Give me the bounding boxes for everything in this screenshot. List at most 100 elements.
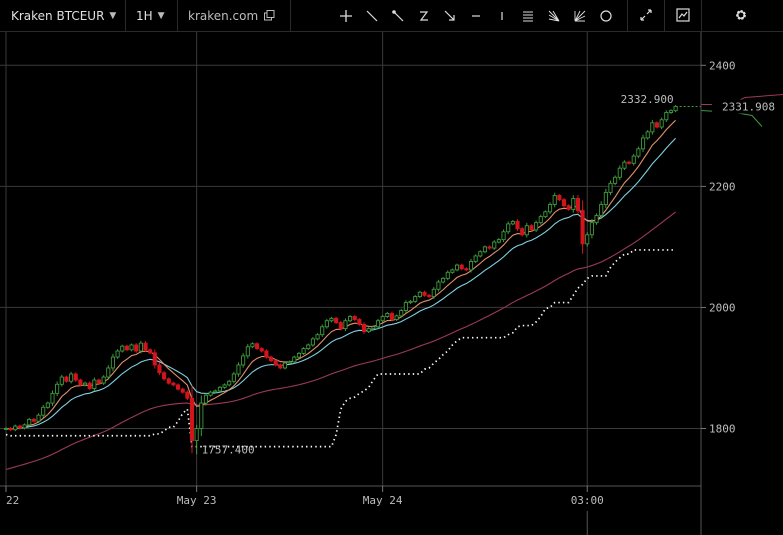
candle-up [213,390,218,393]
candle-up [455,264,460,271]
candle-up [385,313,390,317]
candle-up [450,269,455,273]
candle-up [315,334,320,340]
circle-tool[interactable] [596,6,616,26]
parallel-channel-icon [523,11,533,22]
fan-tool[interactable] [570,6,590,26]
time-axis[interactable]: y 22 May 23 May 24 03:00 [0,486,604,535]
candle-up [324,320,329,328]
candle-down [255,343,260,350]
candle-up [673,106,678,112]
candle-up [589,222,594,236]
candle-up [45,402,50,408]
candle-up [82,382,88,386]
price-chart[interactable]: 2331.908 2400 2200 2000 1800 y 22 May 23 May … [0,32,783,535]
trend-line-tool[interactable] [362,6,382,26]
candle-up [222,384,227,388]
pitchfork-icon [548,10,560,22]
candle-down [464,268,469,271]
candle-up [199,402,204,429]
candle-up [227,380,232,386]
candle-down [189,397,195,442]
candle-up [659,119,664,128]
candle-up [55,383,60,394]
settings-button[interactable] [731,5,751,25]
candle-up [645,131,650,139]
candle-down [124,345,129,351]
curve-tool[interactable] [414,6,434,26]
low-price-label: 1757.400 [202,443,255,456]
candle-up [371,326,376,330]
fullscreen-button[interactable] [636,5,656,25]
candle-down [259,348,264,352]
candle-up [375,320,381,328]
ema-long-line [5,211,676,471]
candle-down [557,194,562,201]
candle-down [566,205,571,210]
candle-up [320,326,325,336]
interval-selector[interactable]: 1H ▼ [125,0,177,31]
price-tick-label: 2200 [709,180,736,193]
candle-up [524,225,529,236]
vertical-line-tool[interactable] [492,6,512,26]
candle-down [487,246,492,249]
high-price-label: 2332.900 [621,93,674,106]
curve-icon [419,11,429,21]
chart-grid [0,32,701,486]
time-tick-label: May 23 [177,494,217,507]
interval-label: 1H [136,8,153,23]
candle-down [87,382,92,389]
circle-icon [600,10,612,22]
current-price-label: 2331.908 [722,101,775,114]
candle-up [664,112,669,121]
time-tick-label: y 22 [0,494,19,507]
candle-up [348,316,353,322]
candle-down [180,388,185,393]
candle-down [654,122,660,128]
candle-up [236,364,241,375]
candle-down [561,199,567,207]
symbol-selector[interactable]: Kraken BTCEUR ▼ [0,0,125,31]
indicators-button[interactable] [673,5,693,25]
candle-down [352,316,357,320]
crosshair-icon [340,10,352,22]
candle-up [138,342,143,352]
candle-up [115,350,120,358]
candle-up [394,315,399,320]
arrow-icon [444,10,455,21]
ray-tool[interactable] [388,6,408,26]
candle-down [166,378,171,384]
candle-down [422,291,427,296]
candle-down [96,379,102,384]
candle-up [436,281,441,290]
candle-up [603,191,608,205]
candle-up [306,344,311,350]
fan-icon [574,10,586,22]
candle-up [636,148,641,157]
divider [177,0,178,31]
arrow-tool[interactable] [440,6,460,26]
candle-down [64,376,69,382]
divider [701,0,702,31]
candle-down [520,228,525,236]
symbol-label: Kraken BTCEUR [11,8,105,23]
candle-up [622,161,627,169]
candle-up [110,356,115,369]
divider [627,0,628,31]
candle-up [282,362,288,369]
candle-down [627,161,632,164]
horizontal-line-tool[interactable] [466,6,486,26]
crosshair-tool[interactable] [336,6,356,26]
candle-down [278,364,283,369]
candle-up [445,271,450,279]
candle-up [329,317,334,322]
candle-up [36,414,41,422]
price-axis[interactable]: 2400 2200 2000 1800 [701,59,736,435]
price-axis-preview: 2331.908 [700,94,783,127]
pitchfork-tool[interactable] [544,6,564,26]
candle-down [273,360,278,366]
chevron-down-icon: ▼ [109,10,117,21]
site-link[interactable]: kraken.com [177,0,290,31]
parallel-channel-tool[interactable] [518,6,538,26]
candle-up [496,239,501,243]
